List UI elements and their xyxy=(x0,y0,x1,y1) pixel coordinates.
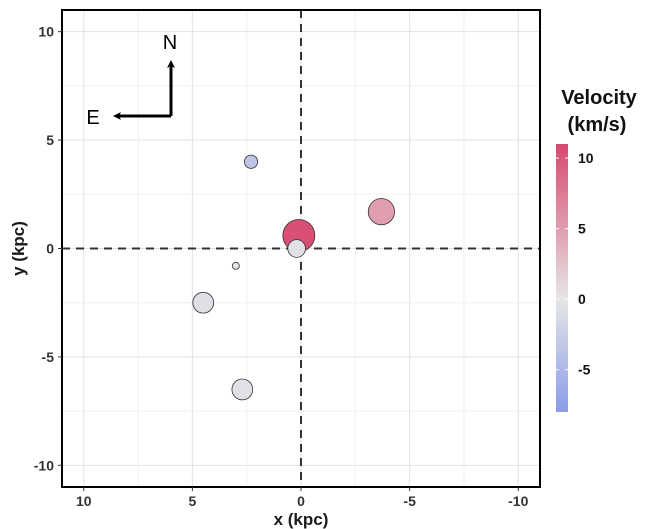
north-label: N xyxy=(163,32,177,54)
y-tick-label: -10 xyxy=(34,457,54,473)
x-tick-label: -10 xyxy=(508,493,528,509)
data-point xyxy=(287,239,306,258)
colorbar xyxy=(556,144,568,412)
y-axis-ticks: 10 5 0 -5 -10 xyxy=(34,24,62,473)
compass: N E xyxy=(86,32,177,129)
colorbar-tick-label: 10 xyxy=(578,150,594,166)
x-axis-title: x (kpc) xyxy=(274,510,329,529)
y-tick-label: -5 xyxy=(42,349,55,365)
data-point xyxy=(231,378,254,401)
data-point xyxy=(231,261,240,270)
colorbar-ticks: 10 5 0 -5 xyxy=(556,150,594,378)
east-label: E xyxy=(86,107,99,129)
x-tick-label: 5 xyxy=(188,493,196,509)
data-point xyxy=(243,154,259,169)
x-tick-label: 10 xyxy=(76,493,92,509)
y-tick-label: 10 xyxy=(38,24,54,40)
data-point xyxy=(367,198,395,226)
colorbar-tick-label: 0 xyxy=(578,291,586,307)
data-points xyxy=(192,154,395,401)
x-tick-label: 0 xyxy=(297,493,305,509)
colorbar-tick-label: -5 xyxy=(578,362,591,378)
data-point xyxy=(192,291,215,314)
colorbar-legend: Velocity (km/s) 10 5 0 -5 xyxy=(556,87,638,412)
legend-title-line-1: Velocity xyxy=(561,87,637,109)
colorbar-tick-label: 5 xyxy=(578,221,586,237)
y-tick-label: 0 xyxy=(46,241,54,257)
y-tick-label: 5 xyxy=(46,132,54,148)
legend-title-line-2: (km/s) xyxy=(568,114,627,136)
y-axis-title: y (kpc) xyxy=(9,221,28,276)
x-tick-label: -5 xyxy=(403,493,416,509)
x-axis-ticks: 10 5 0 -5 -10 xyxy=(76,487,529,509)
